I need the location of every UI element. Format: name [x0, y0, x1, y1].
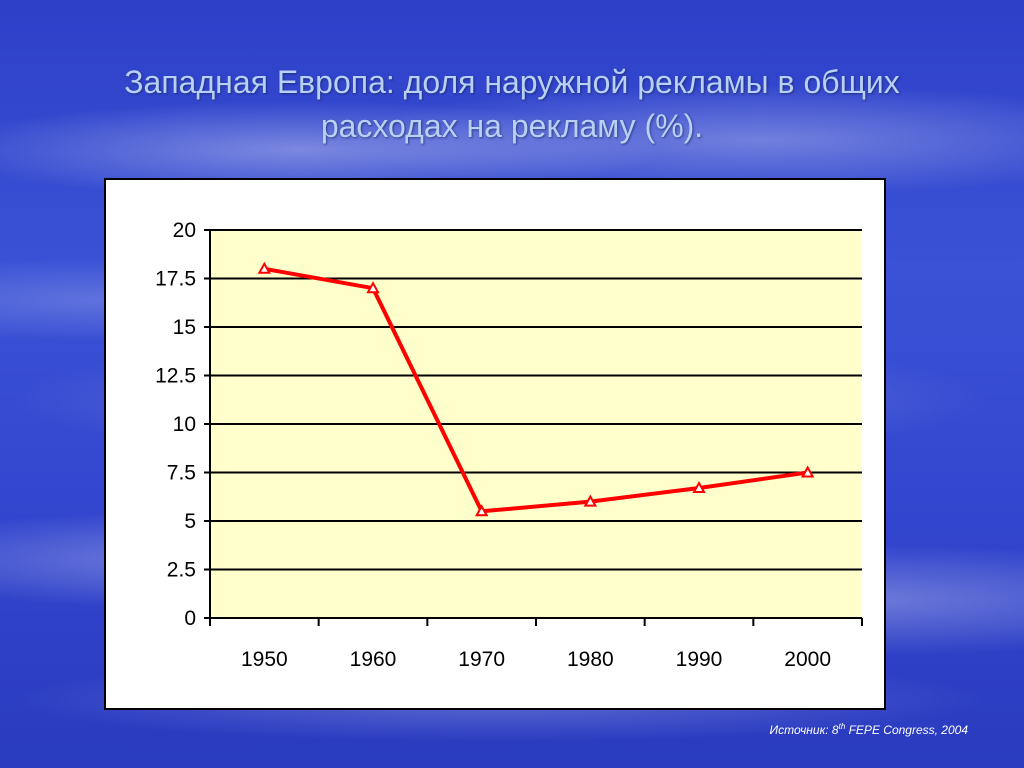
x-tick-label: 1960 [350, 648, 397, 671]
y-tick-label: 12.5 [155, 365, 196, 388]
y-tick-label: 20 [173, 219, 196, 242]
data-point-marker [583, 494, 598, 507]
x-tick-label: 1990 [676, 648, 723, 671]
y-tick-label: 7.5 [167, 462, 196, 485]
source-superscript: th [838, 722, 846, 731]
y-tick-label: 5 [184, 510, 196, 533]
x-tick-label: 2000 [784, 648, 831, 671]
slide-title-line-2: расходах на рекламу (%). [320, 108, 704, 144]
data-point-marker [366, 281, 380, 294]
data-point-marker [257, 261, 272, 274]
source-prefix: Источник: 8 [769, 723, 839, 737]
source-suffix: FEPE Congress, 2004 [845, 723, 968, 737]
y-tick-label: 17.5 [155, 268, 196, 291]
y-tick-label: 10 [173, 413, 196, 436]
slide-title-line-1: Западная Европа: доля наружной рекламы в… [124, 64, 900, 100]
source-note: Источник: 8th FEPE Congress, 2004 [770, 722, 968, 737]
x-tick-label: 1980 [567, 648, 614, 671]
series-line-0 [263, 266, 808, 514]
slide-title: Западная Европа: доля наружной рекламы в… [40, 60, 984, 148]
data-point-marker [692, 480, 706, 494]
x-tick-label: 1950 [241, 648, 288, 671]
chart-panel: 0 2.5 5 7.5 10 12.5 15 17.5 20 1950 1960 1970 1980 19… [104, 178, 886, 710]
line-chart: 0 2.5 5 7.5 10 12.5 15 17.5 20 1950 1960 1970 1980 19… [155, 219, 863, 671]
data-point-marker [474, 504, 489, 517]
y-tick-label: 2.5 [167, 559, 196, 582]
data-point-marker [800, 465, 815, 478]
y-tick-label: 15 [173, 316, 196, 339]
y-tick-label: 0 [184, 607, 196, 630]
x-tick-label: 1970 [458, 648, 505, 671]
